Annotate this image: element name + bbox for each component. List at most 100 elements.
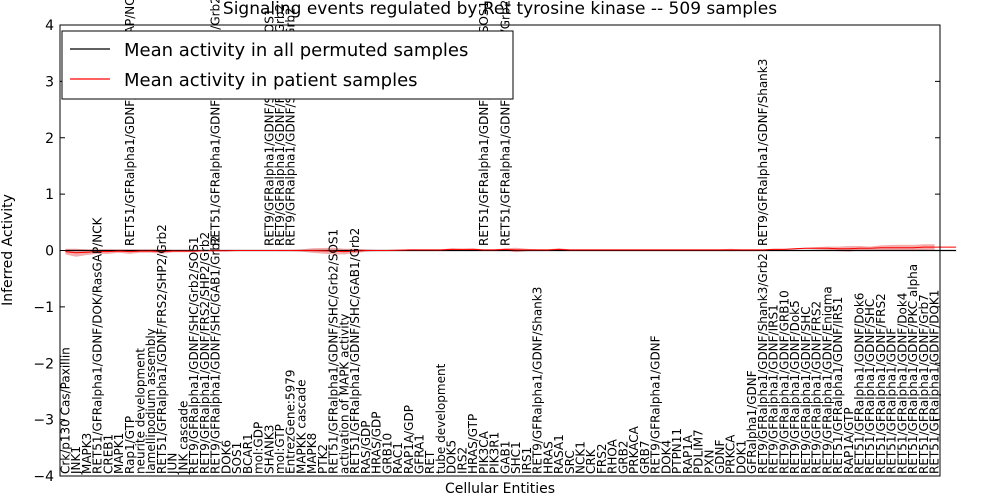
y-tick-label: −4	[33, 469, 54, 485]
category-label: RET9/GFRalpha1/GDNF/SHC	[799, 306, 813, 474]
y-tick-label: 0	[45, 244, 54, 260]
x-axis-label: Cellular Entities	[445, 481, 555, 497]
category-label: PIK3CA	[477, 430, 491, 474]
category-label: RET9/GFRalpha1/GDNF/Shank3	[531, 287, 545, 474]
category-label: HRAS	[541, 441, 555, 474]
category-label: RET9/GFRalpha1/GDNF/Dok5	[788, 300, 802, 474]
legend-label-permuted: Mean activity in all permuted samples	[124, 40, 468, 61]
category-label: RET9/GFRalpha1/GDNF/GRB10	[777, 290, 791, 474]
category-label: PTK2	[316, 444, 330, 474]
category-label: RET51/GFRalpha1/GDNF/FRS2	[874, 293, 888, 474]
category-label: RAC1	[391, 442, 405, 474]
category-label: RET9/GFRalpha1/GDNF	[649, 335, 663, 474]
category-label: RET9/GFRalpha1/GDNF/FRS2	[810, 301, 824, 474]
category-label: RET51/GFRalpha1/GDNF/FRS2/SHP2/Grb2	[155, 224, 169, 474]
category-label: RET9/GFRalpha1/GDNF/Enigma	[820, 286, 834, 474]
y-tick-label: −1	[33, 300, 54, 316]
category-label: RAP1A	[681, 434, 695, 474]
category-label-layer: Crk/p130 Cas/PaxillinJNK1MAPK3RET51/GFRa…	[58, 0, 942, 475]
category-label: RET51/GFRalpha1/GDNF/Dok6	[853, 293, 867, 474]
category-label: GDNF	[713, 439, 727, 474]
category-label: mol:GDP	[252, 422, 266, 474]
category-label: tube development	[434, 363, 448, 474]
category-label: RET51/GFRalpha1/GDNF/SHC	[863, 299, 877, 474]
category-label: JNK1	[69, 446, 83, 475]
category-label: RET9/GFRalpha1/GDNF/FRS2/SHP2/Grb2	[198, 232, 212, 474]
category-label: DOK4	[659, 440, 673, 474]
category-label: NCK1	[574, 441, 588, 474]
category-label: MAPK3	[80, 433, 94, 474]
y-tick-label: −2	[33, 356, 54, 372]
category-label: GRB10	[380, 433, 394, 474]
y-tick-label: 4	[45, 18, 54, 34]
category-label: MAPK1	[112, 433, 126, 474]
category-label: SHC1	[509, 441, 523, 474]
category-label: activation of MAPK activity	[337, 314, 351, 474]
category-label: CREB1	[101, 434, 115, 474]
category-label: GAB1	[498, 441, 512, 474]
y-tick-label: 1	[45, 187, 54, 203]
y-tick-label: 2	[45, 131, 54, 147]
category-label: SRC	[563, 450, 577, 474]
y-axis-label: Inferred Activity	[0, 194, 16, 306]
category-label: PRKCA	[724, 434, 738, 474]
legend-box	[61, 30, 514, 100]
category-label: GRB2	[616, 440, 630, 474]
category-label: RET51/GFRalpha1/GDNF/IRS1	[831, 297, 845, 474]
category-label: GFRalpha1/GDNF	[745, 370, 759, 474]
category-label: neurite development	[134, 348, 148, 474]
category-label: JUN	[166, 453, 180, 475]
category-label: CRK	[584, 448, 598, 474]
category-label: RET9/GFRalpha1/GDNF/Shank3/Grb2	[756, 253, 770, 474]
category-label: SHANK3	[262, 425, 276, 474]
category-label: RET51/GFRalpha1/GDNF/Dok4	[895, 293, 909, 474]
category-label: RET51/GFRalpha1/GDNF	[885, 328, 899, 474]
category-label: HRAS/GDP	[370, 411, 384, 474]
category-label: RET	[423, 450, 437, 474]
category-label-upper: RET9/GFRalpha1/GDNF/Shank3	[756, 59, 770, 246]
category-label: MAPKK cascade	[295, 379, 309, 474]
category-label: GRB7	[638, 440, 652, 474]
category-label: DOK6	[219, 440, 233, 474]
category-label: RASA1	[552, 434, 566, 474]
category-label: PXN	[702, 450, 716, 474]
category-label: RAP1A/GDP	[402, 405, 416, 474]
category-label: RET9/GFRalpha1/GDNF/IRS1	[767, 304, 781, 474]
category-label: DOK1	[735, 440, 749, 474]
category-label: RET51/GFRalpha1/GDNF/Grb7	[917, 294, 931, 474]
category-label: Rap1/GTP	[123, 416, 137, 474]
category-label: DOK5	[445, 440, 459, 474]
category-label: Crk/p130 Cas/Paxillin	[58, 347, 72, 474]
category-label: PRKACA	[627, 425, 641, 474]
category-label: RET51/GFRalpha1/GDNF/SHC/GAB1/Grb2	[348, 228, 362, 474]
category-label: IRS1	[520, 447, 534, 474]
category-label: RET51/GFRalpha1/GDNF/PKC alpha	[906, 264, 920, 474]
category-label: RET51/GFRalpha1/GDNF/SHC/Grb2/SOS1	[327, 229, 341, 474]
category-label: PIK3R1	[488, 432, 502, 474]
category-label: RAS/GDP	[359, 421, 373, 475]
category-label: RHOA	[606, 438, 620, 474]
category-label: lamellipodium assembly	[144, 328, 158, 474]
category-label: RET9/GFRalpha1/GDNF/SHC/Grb2/SOS1	[187, 236, 201, 474]
category-label: IRS2	[455, 447, 469, 474]
legend-label-patient: Mean activity in patient samples	[124, 70, 418, 91]
category-label: RET51/GFRalpha1/GDNF/DOK1	[928, 290, 942, 474]
category-label: HRAS/GTP	[466, 414, 480, 474]
y-tick-label: −3	[33, 413, 54, 429]
category-label: mol:GTP	[273, 424, 287, 474]
category-label: JNK cascade	[176, 401, 190, 475]
tick-layer: 4 3 2 1 0 −1 −2 −3 −4	[33, 18, 940, 485]
category-label: BCAR1	[241, 433, 255, 474]
series-layer	[60, 246, 957, 254]
chart-title: Signaling events regulated by Ret tyrosi…	[223, 0, 777, 19]
category-label: RET51/GFRalpha1/GDNF/DOK/RasGAP/NCK	[91, 216, 105, 474]
category-label: GFRA1	[413, 434, 427, 474]
series-line-patient	[65, 246, 957, 254]
category-label: RAP1A/GTP	[842, 407, 856, 474]
category-label: EntrezGene:5979	[284, 370, 298, 475]
y-tick-label: 3	[45, 74, 54, 90]
category-label: SOS1	[230, 442, 244, 474]
category-label: MAPK8	[305, 433, 319, 474]
category-label: FRS2	[595, 444, 609, 475]
plot-frame	[59, 24, 941, 477]
